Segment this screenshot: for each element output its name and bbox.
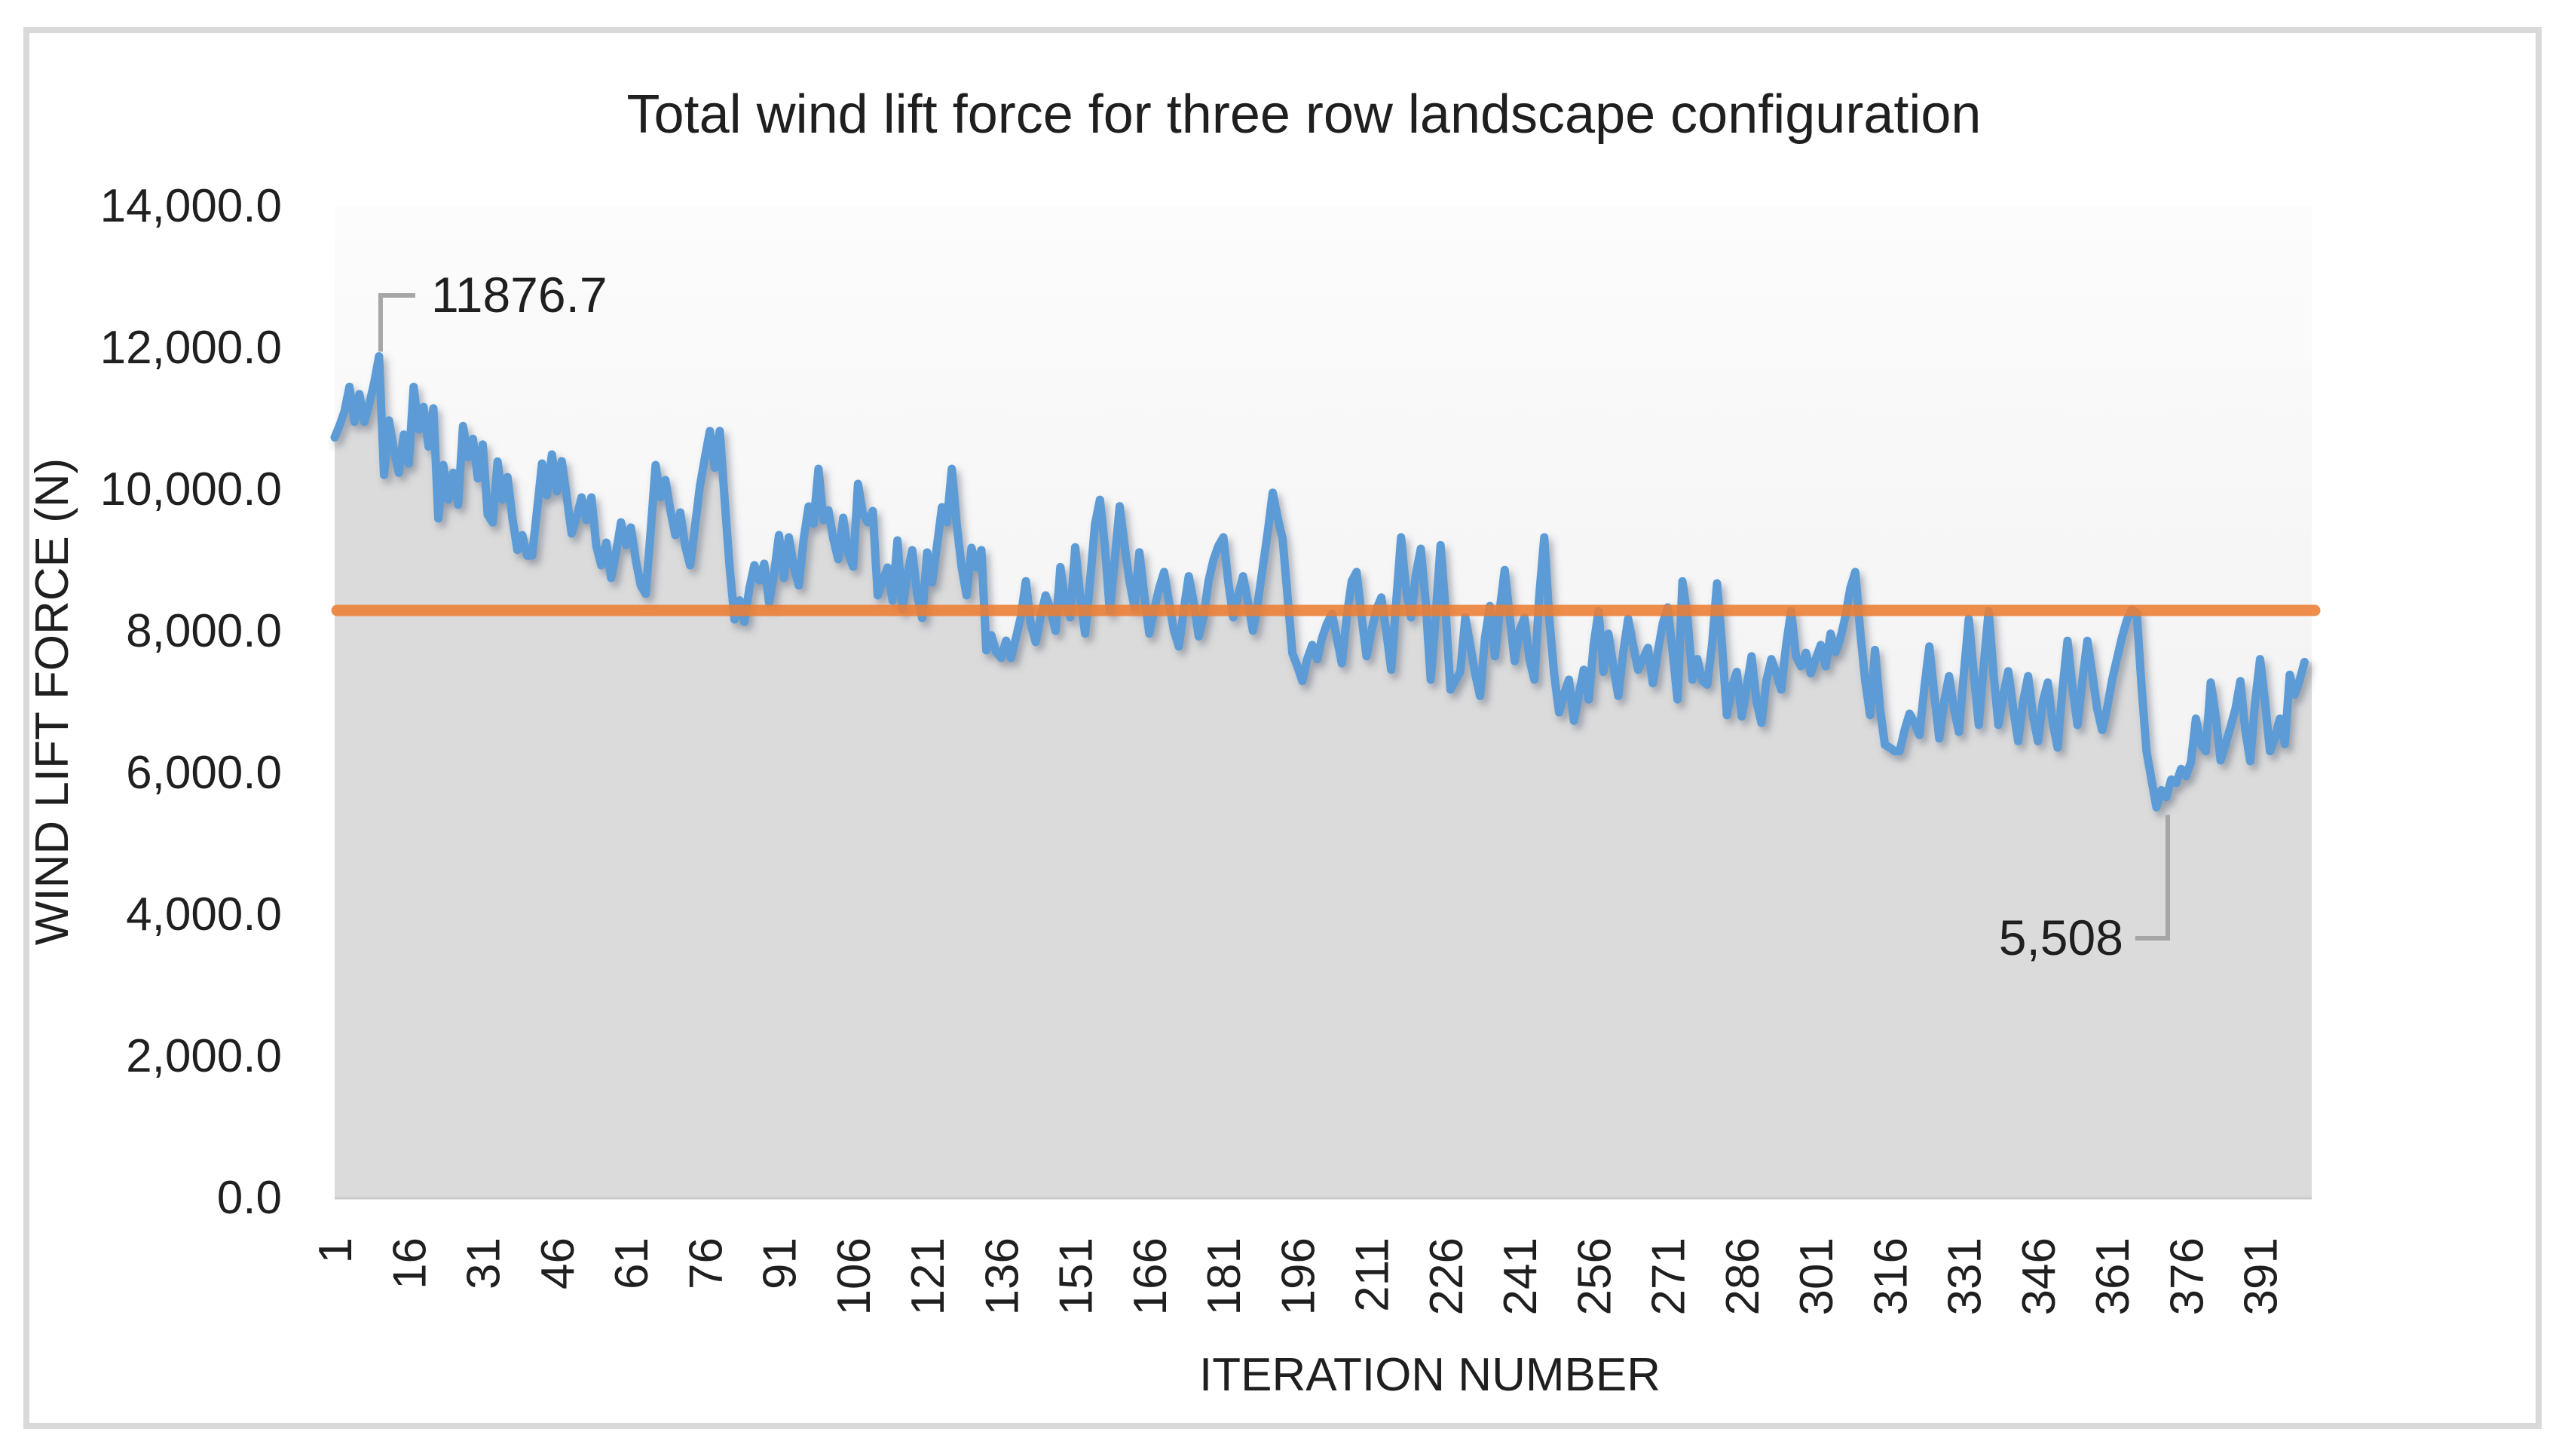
x-tick-label: 316 [1865,1237,1917,1315]
x-tick-label: 226 [1421,1237,1473,1315]
chart-border [23,27,2542,1429]
x-tick-label: 331 [1939,1237,1991,1315]
y-tick-label: 8,000.0 [126,605,282,657]
x-axis-tick-labels: 1 16 31 46 61 76 91 106 121 136 151 166 181 196 211 226… [310,1237,2288,1315]
annotation-callouts: 11876.7 5,508 [378,267,2170,965]
x-tick-label: 121 [902,1237,954,1315]
x-tick-label: 181 [1198,1237,1250,1315]
series-area-fill [335,356,2312,1198]
x-tick-label: 91 [755,1237,807,1289]
y-tick-label: 12,000.0 [100,322,282,374]
x-axis-title: ITERATION NUMBER [1199,1349,1661,1401]
x-tick-label: 391 [2236,1237,2288,1315]
y-tick-label: 0.0 [217,1172,282,1224]
x-tick-label: 286 [1717,1237,1769,1315]
x-tick-label: 361 [2087,1237,2139,1315]
series-line [330,352,2309,812]
x-tick-label: 106 [828,1237,880,1315]
x-tick-label: 31 [458,1237,510,1289]
y-tick-label: 6,000.0 [126,747,282,799]
y-tick-label: 4,000.0 [126,889,282,941]
x-tick-label: 256 [1569,1237,1621,1315]
x-tick-label: 16 [384,1237,436,1289]
x-tick-label: 166 [1125,1237,1177,1315]
x-tick-label: 211 [1347,1237,1399,1312]
x-tick-label: 376 [2161,1237,2213,1315]
x-tick-label: 76 [680,1237,732,1289]
x-tick-label: 196 [1272,1237,1324,1315]
max-callout-leader [378,293,415,352]
y-tick-label: 14,000.0 [100,180,282,232]
x-tick-label: 241 [1495,1237,1547,1315]
plot-area [330,206,2321,1200]
x-tick-label: 1 [310,1237,362,1263]
x-tick-label: 136 [976,1237,1028,1315]
y-tick-label: 2,000.0 [126,1030,282,1082]
max-value-label: 11876.7 [431,267,608,323]
x-tick-label: 301 [1791,1237,1843,1315]
y-axis-tick-labels: 14,000.0 12,000.0 10,000.0 8,000.0 6,000.0 4,… [100,180,282,1224]
x-tick-label: 46 [532,1237,584,1289]
x-tick-label: 61 [606,1237,658,1289]
x-tick-label: 151 [1051,1237,1103,1315]
y-axis-title: WIND LIFT FORCE (N) [26,458,78,945]
x-tick-label: 346 [2013,1237,2065,1315]
chart-title: Total wind lift force for three row land… [627,84,1982,145]
min-callout-leader [2135,815,2170,941]
min-value-label: 5,508 [1999,910,2123,965]
x-tick-label: 271 [1643,1237,1695,1315]
y-tick-label: 10,000.0 [100,463,282,515]
